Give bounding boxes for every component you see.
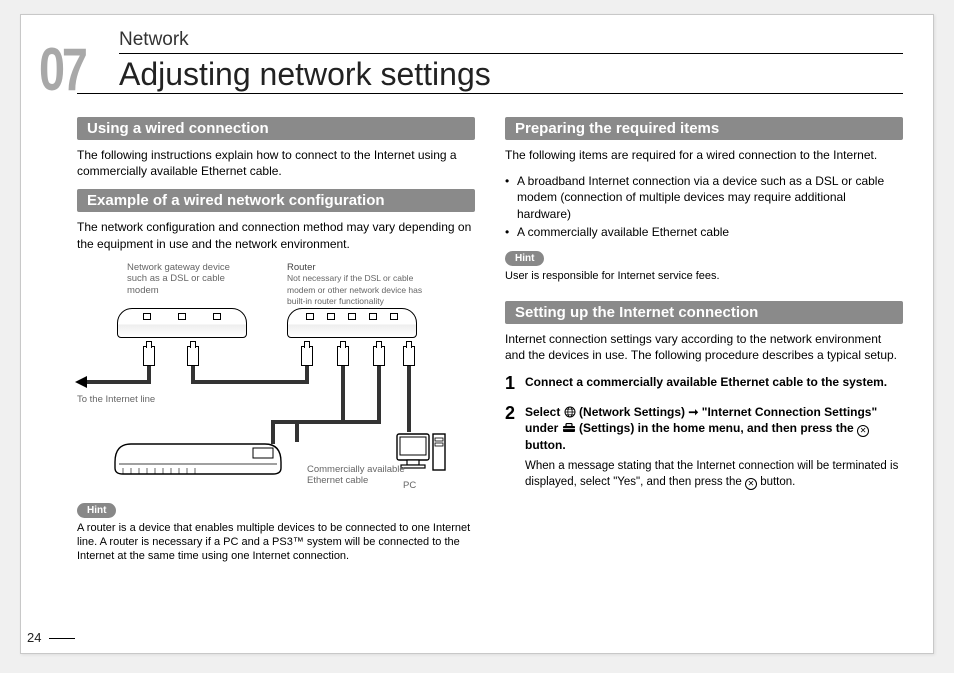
- router-icon: [287, 308, 417, 338]
- cable: [377, 366, 381, 422]
- network-diagram: Network gateway device such as a DSL or …: [77, 262, 475, 492]
- label-router-title: Router: [287, 262, 316, 273]
- step-number: 2: [505, 404, 525, 490]
- required-items-list: A broadband Internet connection via a de…: [505, 173, 903, 240]
- chapter-name: Network: [119, 29, 903, 51]
- chapter-rule: [119, 53, 903, 54]
- left-column: Using a wired connection The following i…: [77, 117, 475, 629]
- plug-icon: [337, 346, 349, 366]
- cable: [305, 366, 309, 384]
- step-subtext: When a message stating that the Internet…: [525, 459, 903, 490]
- example-config-body: The network configuration and connection…: [77, 219, 475, 251]
- label-to-internet: To the Internet line: [77, 394, 155, 405]
- page-title: Adjusting network settings: [119, 56, 903, 93]
- plug-icon: [301, 346, 313, 366]
- cable: [407, 366, 411, 432]
- console-icon: [113, 438, 283, 472]
- page-header: 07 Network Adjusting network settings: [77, 29, 903, 93]
- arrow-right-icon: ➞: [688, 405, 698, 419]
- label-router-note: Not necessary if the DSL or cable modem …: [287, 273, 422, 306]
- section-example-config: Example of a wired network configuration: [77, 189, 475, 212]
- step-text: Select (Network Settings) ➞ "Internet Co…: [525, 404, 903, 453]
- plug-icon: [373, 346, 385, 366]
- cable: [191, 380, 309, 384]
- cable: [295, 420, 381, 424]
- label-ethernet-cable: Commercially available Ethernet cable: [307, 464, 407, 487]
- hint-badge: Hint: [77, 503, 116, 518]
- page-number: 24: [27, 630, 41, 645]
- arrow-left-icon: [75, 376, 87, 388]
- section-preparing-items: Preparing the required items: [505, 117, 903, 140]
- hint-body-fees: User is responsible for Internet service…: [505, 269, 903, 283]
- title-rule: [77, 93, 903, 94]
- hint-badge: Hint: [505, 251, 544, 266]
- manual-page: 07 Network Adjusting network settings Us…: [20, 14, 934, 654]
- list-item: A broadband Internet connection via a de…: [505, 173, 903, 222]
- list-item: A commercially available Ethernet cable: [505, 224, 903, 240]
- step-1: 1 Connect a commercially available Ether…: [505, 374, 903, 392]
- x-button-icon: ✕: [857, 425, 869, 437]
- x-button-icon: ✕: [745, 478, 757, 490]
- setup-steps: 1 Connect a commercially available Ether…: [505, 374, 903, 490]
- using-wired-body: The following instructions explain how t…: [77, 147, 475, 179]
- section-setting-up: Setting up the Internet connection: [505, 301, 903, 324]
- cable: [341, 366, 345, 422]
- cable: [85, 380, 151, 384]
- modem-icon: [117, 308, 247, 338]
- step-2: 2 Select (Network Settings) ➞ "Internet …: [505, 404, 903, 490]
- setting-up-body: Internet connection settings vary accord…: [505, 331, 903, 363]
- content-columns: Using a wired connection The following i…: [77, 117, 903, 629]
- preparing-items-body: The following items are required for a w…: [505, 147, 903, 163]
- plug-icon: [143, 346, 155, 366]
- right-column: Preparing the required items The followi…: [505, 117, 903, 629]
- label-router: Router Not necessary if the DSL or cable…: [287, 262, 437, 308]
- plug-icon: [403, 346, 415, 366]
- step-number: 1: [505, 374, 525, 392]
- section-using-wired: Using a wired connection: [77, 117, 475, 140]
- step-text: Connect a commercially available Etherne…: [525, 374, 887, 392]
- settings-toolbox-icon: [562, 423, 576, 433]
- label-modem: Network gateway device such as a DSL or …: [127, 262, 247, 296]
- cable: [295, 420, 299, 442]
- network-settings-icon: [564, 406, 576, 418]
- plug-icon: [187, 346, 199, 366]
- hint-body-router: A router is a device that enables multip…: [77, 521, 475, 564]
